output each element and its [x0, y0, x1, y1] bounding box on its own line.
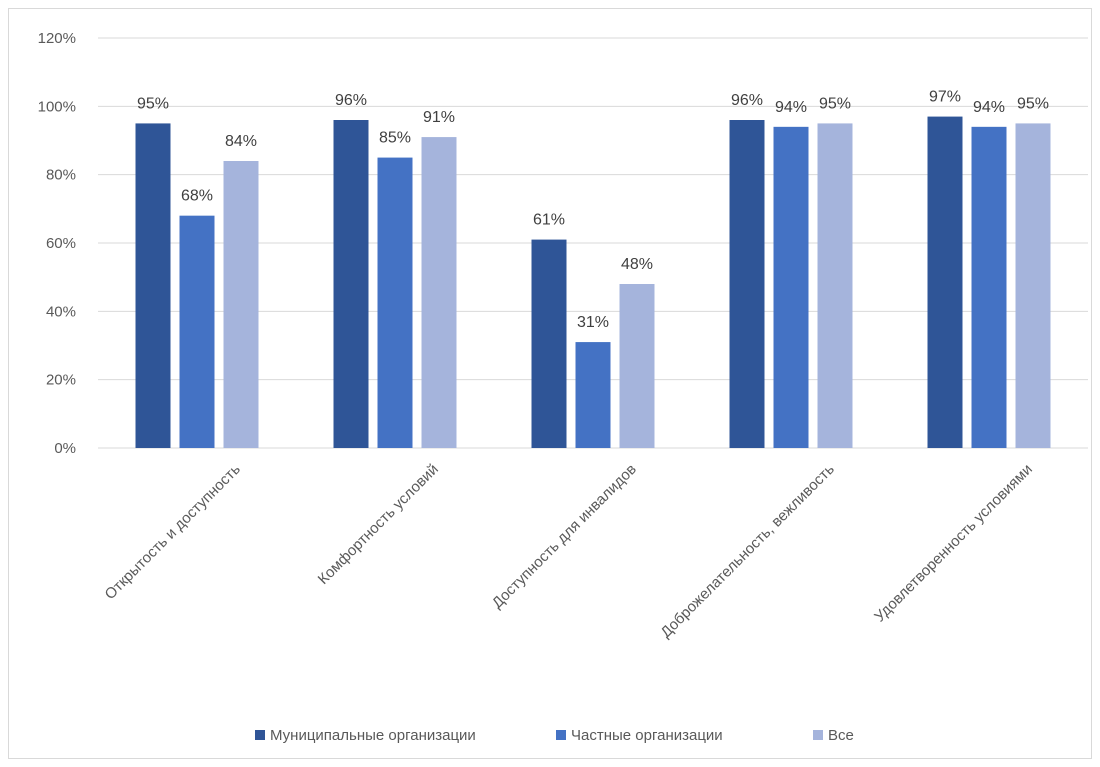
- grid-layer: [98, 37, 1088, 449]
- bar: [971, 126, 1007, 448]
- bar: [817, 123, 853, 449]
- bar: [333, 120, 369, 448]
- y-tick-label: 100%: [38, 98, 76, 115]
- data-label: 94%: [775, 99, 807, 116]
- x-tick-label: Доброжелательность, вежливость: [657, 461, 838, 642]
- legend-swatch: [255, 730, 265, 740]
- bar: [377, 157, 413, 449]
- bar: [575, 342, 611, 448]
- y-tick-label: 0%: [54, 440, 76, 457]
- data-label: 61%: [533, 212, 565, 229]
- legend-swatch: [813, 730, 823, 740]
- y-tick-label: 60%: [46, 235, 76, 252]
- legend-label: Все: [828, 727, 854, 744]
- data-label: 84%: [225, 133, 257, 150]
- bar: [1015, 123, 1051, 449]
- x-axis: Открытость и доступность Комфортность усл…: [102, 461, 1036, 642]
- legend-label: Частные организации: [571, 727, 723, 744]
- data-label: 68%: [181, 188, 213, 205]
- data-label: 95%: [1017, 95, 1049, 112]
- bar: [223, 161, 259, 448]
- bar: [619, 284, 655, 448]
- bars: [135, 116, 1051, 449]
- data-label: 85%: [379, 130, 411, 147]
- bar: [421, 137, 457, 449]
- data-label: 96%: [335, 92, 367, 109]
- y-tick-label: 80%: [46, 167, 76, 184]
- bar: [927, 116, 963, 448]
- bar: [531, 239, 567, 448]
- x-tick-label: Удовлетворенность условиями: [871, 461, 1036, 626]
- data-label: 94%: [973, 99, 1005, 116]
- legend: Муниципальные организации Частные организ…: [255, 727, 854, 744]
- data-label: 97%: [929, 89, 961, 106]
- data-label: 48%: [621, 256, 653, 273]
- data-label: 95%: [137, 95, 169, 112]
- x-tick-label: Комфортность условий: [315, 461, 442, 588]
- bar: [135, 123, 171, 449]
- data-labels: 95% 96% 61% 96% 97% 68% 85% 31% 94% 94% 84% 91% 48% 9…: [137, 89, 1049, 332]
- bar: [729, 120, 765, 448]
- data-label: 96%: [731, 92, 763, 109]
- data-label: 91%: [423, 109, 455, 126]
- y-axis: 0% 20% 40% 60% 80% 100% 120%: [38, 30, 76, 457]
- y-tick-label: 20%: [46, 372, 76, 389]
- legend-label: Муниципальные организации: [270, 727, 476, 744]
- data-label: 95%: [819, 95, 851, 112]
- x-tick-label: Открытость и доступность: [102, 461, 244, 603]
- legend-swatch: [556, 730, 566, 740]
- data-label: 31%: [577, 314, 609, 331]
- bar: [773, 126, 809, 448]
- y-tick-label: 120%: [38, 30, 76, 47]
- bar: [179, 215, 215, 448]
- x-tick-label: Доступность для инвалидов: [489, 461, 640, 612]
- y-tick-label: 40%: [46, 303, 76, 320]
